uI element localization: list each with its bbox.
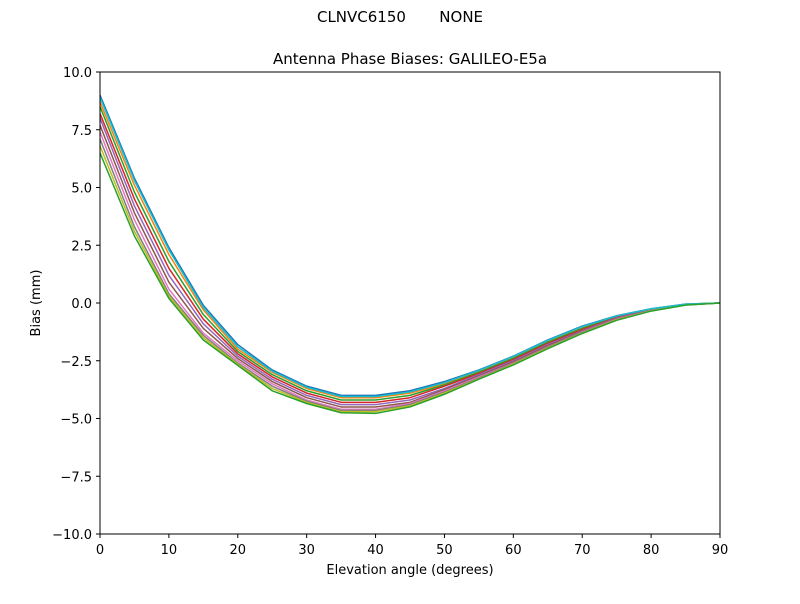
x-axis-ticks: 0 10 20 30 40 50 60 70 80 90 <box>96 534 728 558</box>
y-tick-label: −2.5 <box>60 355 92 370</box>
x-tick-label: 0 <box>96 543 104 558</box>
series-line-6 <box>99 124 721 408</box>
series-line-3 <box>99 106 721 401</box>
series-layer <box>99 94 721 415</box>
figure-suptitle: CLNVC6150 NONE <box>316 8 484 26</box>
x-tick-label: 70 <box>574 543 591 558</box>
x-tick-label: 90 <box>712 543 729 558</box>
x-tick-label: 50 <box>436 543 453 558</box>
x-tick-label: 20 <box>230 543 247 558</box>
series-line-1 <box>99 94 721 397</box>
y-tick-label: −7.5 <box>60 470 92 485</box>
series-line-4 <box>99 113 721 404</box>
series-line-2 <box>99 101 721 399</box>
series-line-5 <box>99 117 721 406</box>
series-line-11 <box>99 152 721 415</box>
series-line-9 <box>99 145 721 413</box>
y-axis-ticks: −10.0 −7.5 −5.0 −2.5 0.0 2.5 5.0 7.5 10.0 <box>52 66 100 543</box>
series-line-7 <box>99 131 721 411</box>
series-line-10 <box>99 97 721 398</box>
x-tick-label: 30 <box>298 543 315 558</box>
y-tick-label: 10.0 <box>63 66 92 81</box>
y-tick-label: 2.5 <box>71 239 92 254</box>
x-tick-label: 60 <box>505 543 522 558</box>
series-line-8 <box>99 138 721 412</box>
y-tick-label: −5.0 <box>60 413 92 428</box>
y-tick-label: −10.0 <box>52 528 92 543</box>
y-axis-label: Bias (mm) <box>29 270 44 337</box>
y-tick-label: 7.5 <box>71 124 92 139</box>
x-tick-label: 40 <box>367 543 384 558</box>
y-tick-label: 5.0 <box>71 182 92 197</box>
x-tick-label: 80 <box>643 543 660 558</box>
x-axis-label: Elevation angle (degrees) <box>326 563 493 578</box>
chart-title: Antenna Phase Biases: GALILEO-E5a <box>273 50 547 68</box>
y-tick-label: 0.0 <box>71 297 92 312</box>
x-tick-label: 10 <box>161 543 178 558</box>
